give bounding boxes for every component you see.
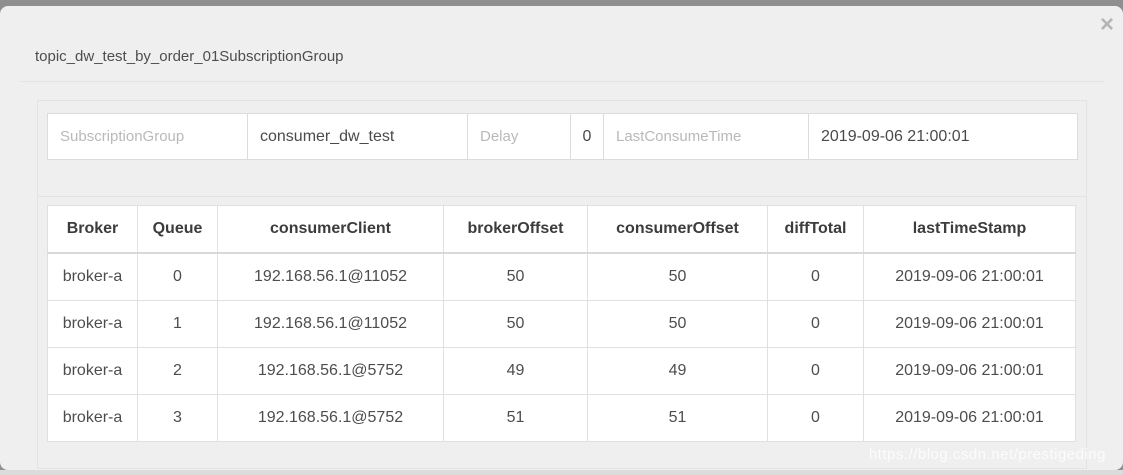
- cell-diff-total: 0: [767, 252, 864, 301]
- last-consume-time-value: 2019-09-06 21:00:01: [821, 127, 970, 145]
- cell-last-timestamp: 2019-09-06 21:00:01: [863, 394, 1076, 442]
- col-header-broker-offset: brokerOffset: [443, 205, 588, 254]
- table-row: broker-a 1 192.168.56.1@11052 50 50 0 20…: [47, 300, 1076, 348]
- col-header-queue: Queue: [137, 205, 218, 254]
- cell-consumer-client: 192.168.56.1@11052: [217, 252, 444, 301]
- col-header-broker: Broker: [47, 205, 138, 254]
- cell-broker: broker-a: [47, 347, 138, 395]
- cell-diff-total: 0: [767, 347, 864, 395]
- cell-broker: broker-a: [47, 300, 138, 348]
- cell-consumer-offset: 51: [587, 394, 768, 442]
- table-row: broker-a 3 192.168.56.1@5752 51 51 0 201…: [47, 394, 1076, 442]
- table-row: broker-a 2 192.168.56.1@5752 49 49 0 201…: [47, 347, 1076, 395]
- dialog-title: topic_dw_test_by_order_01SubscriptionGro…: [35, 48, 344, 65]
- cell-queue: 2: [137, 347, 218, 395]
- delay-value: 0: [571, 114, 604, 159]
- cell-broker-offset: 50: [443, 300, 588, 348]
- col-header-consumer-offset: consumerOffset: [587, 205, 768, 254]
- cell-broker-offset: 50: [443, 252, 588, 301]
- cell-queue: 3: [137, 394, 218, 442]
- cell-broker: broker-a: [47, 252, 138, 301]
- cell-consumer-client: 192.168.56.1@5752: [217, 347, 444, 395]
- col-header-diff-total: diffTotal: [767, 205, 864, 254]
- cell-broker-offset: 49: [443, 347, 588, 395]
- consumer-table-section: Broker Queue consumerClient brokerOffset…: [38, 197, 1086, 442]
- subscription-group-label: SubscriptionGroup: [48, 114, 248, 159]
- content-panel: SubscriptionGroup consumer_dw_test Delay…: [37, 100, 1087, 469]
- close-icon[interactable]: ×: [1099, 11, 1114, 38]
- cell-consumer-client: 192.168.56.1@11052: [217, 300, 444, 348]
- summary-section: SubscriptionGroup consumer_dw_test Delay…: [38, 101, 1086, 197]
- cell-consumer-offset: 49: [587, 347, 768, 395]
- cell-diff-total: 0: [767, 300, 864, 348]
- col-header-consumer-client: consumerClient: [217, 205, 444, 254]
- subscription-group-dialog: × topic_dw_test_by_order_01SubscriptionG…: [0, 6, 1123, 470]
- cell-consumer-offset: 50: [587, 300, 768, 348]
- cell-last-timestamp: 2019-09-06 21:00:01: [863, 300, 1076, 348]
- delay-label: Delay: [468, 114, 571, 159]
- cell-last-timestamp: 2019-09-06 21:00:01: [863, 252, 1076, 301]
- page-bottom-strip: [0, 470, 1123, 475]
- subscription-group-value: consumer_dw_test: [248, 114, 468, 159]
- table-header-row: Broker Queue consumerClient brokerOffset…: [47, 205, 1076, 254]
- consumer-progress-table: Broker Queue consumerClient brokerOffset…: [47, 205, 1076, 442]
- table-row: broker-a 0 192.168.56.1@11052 50 50 0 20…: [47, 252, 1076, 301]
- cell-consumer-offset: 50: [587, 252, 768, 301]
- cell-broker: broker-a: [47, 394, 138, 442]
- dialog-header: topic_dw_test_by_order_01SubscriptionGro…: [20, 6, 1105, 82]
- last-consume-time-label: LastConsumeTime: [604, 114, 809, 159]
- cell-queue: 1: [137, 300, 218, 348]
- col-header-last-timestamp: lastTimeStamp: [863, 205, 1076, 254]
- cell-diff-total: 0: [767, 394, 864, 442]
- cell-last-timestamp: 2019-09-06 21:00:01: [863, 347, 1076, 395]
- summary-bar: SubscriptionGroup consumer_dw_test Delay…: [47, 113, 1078, 160]
- cell-consumer-client: 192.168.56.1@5752: [217, 394, 444, 442]
- cell-broker-offset: 51: [443, 394, 588, 442]
- cell-queue: 0: [137, 252, 218, 301]
